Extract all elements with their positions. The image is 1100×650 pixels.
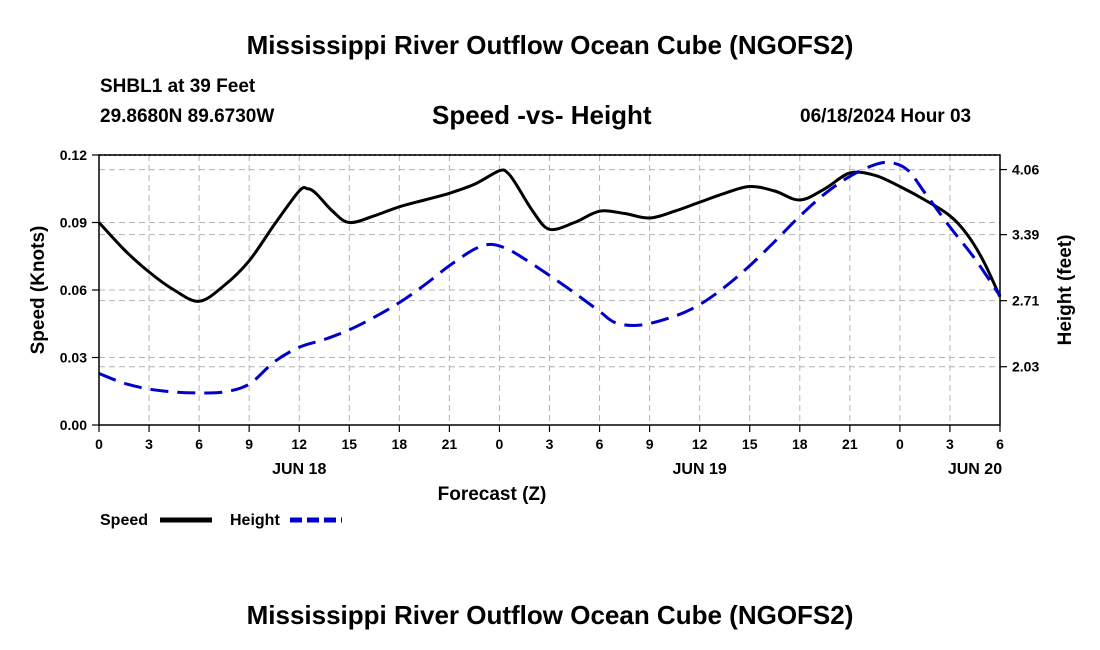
footer-title: Mississippi River Outflow Ocean Cube (NG…	[246, 600, 854, 630]
y-tick-label: 0.06	[60, 282, 87, 298]
station-label: SHBL1 at 39 Feet	[100, 76, 256, 97]
legend: Speed Height	[100, 512, 342, 529]
y-tick-label: 0.00	[60, 417, 87, 433]
x-tick-label: 12	[692, 436, 708, 452]
legend-label-speed: Speed	[100, 512, 148, 529]
x-tick-label: 0	[496, 436, 504, 452]
y2-tick-label: 3.39	[1012, 227, 1039, 243]
series-line-speed	[97, 168, 1002, 303]
x-tick-label: 18	[792, 436, 808, 452]
y-axis-label: Speed (Knots)	[28, 226, 49, 355]
coordinates-label: 29.8680N 89.6730W	[100, 106, 275, 127]
datetime-label: 06/18/2024 Hour 03	[800, 106, 972, 127]
date-label: JUN 19	[673, 461, 727, 478]
x-tick-label: 9	[646, 436, 654, 452]
x-tick-label: 12	[291, 436, 307, 452]
tick-layer: 0 3 6 9 12 15 18 21 0 3 6 9 12 15 18 21 0 3 6 JUN 18 JUN 19 J…	[60, 147, 1040, 478]
y2-tick-label: 4.06	[1012, 162, 1039, 178]
y2-tick-label: 2.03	[1012, 359, 1039, 375]
x-tick-label: 3	[946, 436, 954, 452]
y-tick-label: 0.03	[60, 350, 87, 366]
x-tick-label: 15	[742, 436, 758, 452]
date-label: JUN 20	[948, 461, 1002, 478]
y-tick-label: 0.12	[60, 147, 87, 163]
x-tick-label: 0	[95, 436, 103, 452]
x-tick-label: 0	[896, 436, 904, 452]
legend-label-height: Height	[230, 512, 280, 529]
series-line-height	[98, 160, 1002, 395]
grid-layer	[99, 154, 1000, 425]
x-tick-label: 21	[442, 436, 458, 452]
x-tick-label: 18	[392, 436, 408, 452]
y2-tick-label: 2.71	[1012, 293, 1039, 309]
series-layer	[97, 160, 1002, 395]
x-tick-label: 3	[546, 436, 554, 452]
main-title: Mississippi River Outflow Ocean Cube (NG…	[246, 30, 854, 60]
chart-title: Speed -vs- Height	[432, 100, 652, 130]
x-tick-label: 21	[842, 436, 858, 452]
x-tick-label: 6	[996, 436, 1004, 452]
x-axis-label: Forecast (Z)	[438, 484, 547, 505]
date-label: JUN 18	[272, 461, 326, 478]
x-tick-label: 6	[596, 436, 604, 452]
x-tick-label: 9	[245, 436, 253, 452]
y-tick-label: 0.09	[60, 215, 87, 231]
y2-axis-label: Height (feet)	[1055, 235, 1076, 346]
x-tick-label: 15	[341, 436, 357, 452]
x-tick-label: 3	[145, 436, 153, 452]
x-tick-label: 6	[195, 436, 203, 452]
